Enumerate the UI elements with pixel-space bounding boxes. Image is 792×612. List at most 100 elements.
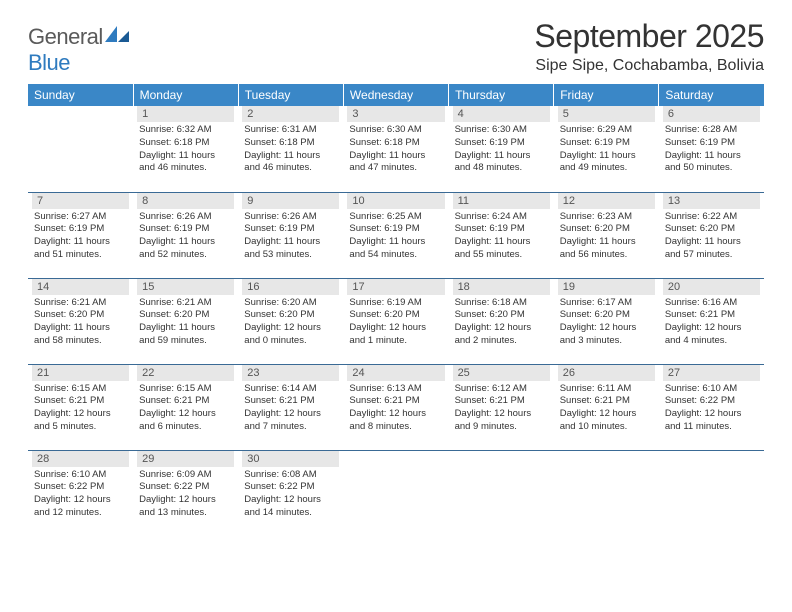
calendar-day-cell: 25 Sunrise: 6:12 AMSunset: 6:21 PMDayligh… xyxy=(449,364,554,450)
calendar-day-cell: 22 Sunrise: 6:15 AMSunset: 6:21 PMDayligh… xyxy=(133,364,238,450)
calendar-week-row: 14 Sunrise: 6:21 AMSunset: 6:20 PMDayligh… xyxy=(28,278,764,364)
calendar-day-cell: 5Sunrise: 6:29 AMSunset: 6:19 PMDaylight… xyxy=(554,106,659,192)
day-details: Sunrise: 6:10 AMSunset: 6:22 PMDaylight:… xyxy=(32,469,129,520)
day-number: 8 xyxy=(137,193,234,209)
day-number: 21 xyxy=(32,365,129,381)
day-number: 3 xyxy=(347,106,444,122)
calendar-day-cell xyxy=(28,106,133,192)
day-details: Sunrise: 6:23 AMSunset: 6:20 PMDaylight:… xyxy=(558,211,655,262)
day-number: 27 xyxy=(663,365,760,381)
day-details: Sunrise: 6:08 AMSunset: 6:22 PMDaylight:… xyxy=(242,469,339,520)
day-number: 9 xyxy=(242,193,339,209)
day-number: 29 xyxy=(137,451,234,467)
day-number: 1 xyxy=(137,106,234,122)
calendar-week-row: 28 Sunrise: 6:10 AMSunset: 6:22 PMDayligh… xyxy=(28,450,764,536)
day-details: Sunrise: 6:27 AMSunset: 6:19 PMDaylight:… xyxy=(32,211,129,262)
calendar-week-row: 21 Sunrise: 6:15 AMSunset: 6:21 PMDayligh… xyxy=(28,364,764,450)
day-number: 14 xyxy=(32,279,129,295)
day-details: Sunrise: 6:26 AMSunset: 6:19 PMDaylight:… xyxy=(137,211,234,262)
calendar-day-cell: 4 Sunrise: 6:30 AMSunset: 6:19 PMDaylight… xyxy=(449,106,554,192)
calendar-day-cell: 21 Sunrise: 6:15 AMSunset: 6:21 PMDayligh… xyxy=(28,364,133,450)
day-number: 10 xyxy=(347,193,444,209)
day-details: Sunrise: 6:16 AMSunset: 6:21 PMDaylight:… xyxy=(663,297,760,348)
logo: General Blue xyxy=(28,18,131,76)
calendar-day-cell: 9Sunrise: 6:26 AMSunset: 6:19 PMDaylight… xyxy=(238,192,343,278)
day-details: Sunrise: 6:15 AMSunset: 6:21 PMDaylight:… xyxy=(32,383,129,434)
day-details: Sunrise: 6:14 AMSunset: 6:21 PMDaylight:… xyxy=(242,383,339,434)
calendar-day-cell: 8 Sunrise: 6:26 AMSunset: 6:19 PMDaylight… xyxy=(133,192,238,278)
calendar-table: SundayMondayTuesdayWednesdayThursdayFrid… xyxy=(28,84,764,536)
day-number: 20 xyxy=(663,279,760,295)
day-number: 6 xyxy=(663,106,760,122)
day-number: 4 xyxy=(453,106,550,122)
calendar-day-cell xyxy=(449,450,554,536)
calendar-day-cell xyxy=(343,450,448,536)
day-details: Sunrise: 6:13 AMSunset: 6:21 PMDaylight:… xyxy=(347,383,444,434)
calendar-day-cell: 10 Sunrise: 6:25 AMSunset: 6:19 PMDayligh… xyxy=(343,192,448,278)
day-number: 28 xyxy=(32,451,129,467)
calendar-day-cell: 28 Sunrise: 6:10 AMSunset: 6:22 PMDayligh… xyxy=(28,450,133,536)
day-details: Sunrise: 6:12 AMSunset: 6:21 PMDaylight:… xyxy=(453,383,550,434)
calendar-day-cell xyxy=(554,450,659,536)
weekday-header: Friday xyxy=(554,84,659,106)
day-details: Sunrise: 6:15 AMSunset: 6:21 PMDaylight:… xyxy=(137,383,234,434)
weekday-header: Wednesday xyxy=(343,84,448,106)
day-details: Sunrise: 6:18 AMSunset: 6:20 PMDaylight:… xyxy=(453,297,550,348)
calendar-day-cell: 20 Sunrise: 6:16 AMSunset: 6:21 PMDayligh… xyxy=(659,278,764,364)
calendar-day-cell: 3 Sunrise: 6:30 AMSunset: 6:18 PMDaylight… xyxy=(343,106,448,192)
calendar-day-cell: 13 Sunrise: 6:22 AMSunset: 6:20 PMDayligh… xyxy=(659,192,764,278)
calendar-week-row: 1 Sunrise: 6:32 AMSunset: 6:18 PMDaylight… xyxy=(28,106,764,192)
title-block: September 2025 Sipe Sipe, Cochabamba, Bo… xyxy=(534,18,764,75)
weekday-header: Saturday xyxy=(659,84,764,106)
day-number: 7 xyxy=(32,193,129,209)
weekday-header: Sunday xyxy=(28,84,133,106)
calendar-day-cell: 29 Sunrise: 6:09 AMSunset: 6:22 PMDayligh… xyxy=(133,450,238,536)
day-details: Sunrise: 6:30 AMSunset: 6:18 PMDaylight:… xyxy=(347,124,444,175)
day-number: 23 xyxy=(242,365,339,381)
day-details: Sunrise: 6:19 AMSunset: 6:20 PMDaylight:… xyxy=(347,297,444,348)
day-details: Sunrise: 6:31 AMSunset: 6:18 PMDaylight:… xyxy=(242,124,339,175)
day-details: Sunrise: 6:28 AMSunset: 6:19 PMDaylight:… xyxy=(663,124,760,175)
calendar-day-cell: 26 Sunrise: 6:11 AMSunset: 6:21 PMDayligh… xyxy=(554,364,659,450)
calendar-day-cell: 23 Sunrise: 6:14 AMSunset: 6:21 PMDayligh… xyxy=(238,364,343,450)
day-number: 5 xyxy=(558,106,655,122)
weekday-header: Thursday xyxy=(449,84,554,106)
calendar-day-cell: 30Sunrise: 6:08 AMSunset: 6:22 PMDayligh… xyxy=(238,450,343,536)
day-details: Sunrise: 6:21 AMSunset: 6:20 PMDaylight:… xyxy=(32,297,129,348)
header: General Blue September 2025 Sipe Sipe, C… xyxy=(28,18,764,76)
calendar-day-cell: 1 Sunrise: 6:32 AMSunset: 6:18 PMDaylight… xyxy=(133,106,238,192)
day-details: Sunrise: 6:25 AMSunset: 6:19 PMDaylight:… xyxy=(347,211,444,262)
day-number: 16 xyxy=(242,279,339,295)
calendar-day-cell: 18Sunrise: 6:18 AMSunset: 6:20 PMDayligh… xyxy=(449,278,554,364)
calendar-day-cell: 19 Sunrise: 6:17 AMSunset: 6:20 PMDayligh… xyxy=(554,278,659,364)
calendar-day-cell: 16Sunrise: 6:20 AMSunset: 6:20 PMDayligh… xyxy=(238,278,343,364)
logo-word-blue: Blue xyxy=(28,50,70,75)
month-title: September 2025 xyxy=(534,18,764,55)
day-number: 13 xyxy=(663,193,760,209)
weekday-header-row: SundayMondayTuesdayWednesdayThursdayFrid… xyxy=(28,84,764,106)
calendar-week-row: 7 Sunrise: 6:27 AMSunset: 6:19 PMDaylight… xyxy=(28,192,764,278)
day-number: 22 xyxy=(137,365,234,381)
calendar-day-cell xyxy=(659,450,764,536)
day-number: 2 xyxy=(242,106,339,122)
calendar-day-cell: 15 Sunrise: 6:21 AMSunset: 6:20 PMDayligh… xyxy=(133,278,238,364)
day-details: Sunrise: 6:11 AMSunset: 6:21 PMDaylight:… xyxy=(558,383,655,434)
day-number: 15 xyxy=(137,279,234,295)
day-number: 19 xyxy=(558,279,655,295)
day-number: 25 xyxy=(453,365,550,381)
day-details: Sunrise: 6:21 AMSunset: 6:20 PMDaylight:… xyxy=(137,297,234,348)
logo-sail-icon xyxy=(105,26,131,44)
day-details: Sunrise: 6:30 AMSunset: 6:19 PMDaylight:… xyxy=(453,124,550,175)
day-details: Sunrise: 6:22 AMSunset: 6:20 PMDaylight:… xyxy=(663,211,760,262)
location-text: Sipe Sipe, Cochabamba, Bolivia xyxy=(534,57,764,75)
calendar-day-cell: 24 Sunrise: 6:13 AMSunset: 6:21 PMDayligh… xyxy=(343,364,448,450)
day-details: Sunrise: 6:09 AMSunset: 6:22 PMDaylight:… xyxy=(137,469,234,520)
day-number: 17 xyxy=(347,279,444,295)
day-number: 26 xyxy=(558,365,655,381)
calendar-day-cell: 12Sunrise: 6:23 AMSunset: 6:20 PMDayligh… xyxy=(554,192,659,278)
calendar-day-cell: 14 Sunrise: 6:21 AMSunset: 6:20 PMDayligh… xyxy=(28,278,133,364)
day-number: 24 xyxy=(347,365,444,381)
day-details: Sunrise: 6:32 AMSunset: 6:18 PMDaylight:… xyxy=(137,124,234,175)
day-number: 11 xyxy=(453,193,550,209)
day-details: Sunrise: 6:17 AMSunset: 6:20 PMDaylight:… xyxy=(558,297,655,348)
